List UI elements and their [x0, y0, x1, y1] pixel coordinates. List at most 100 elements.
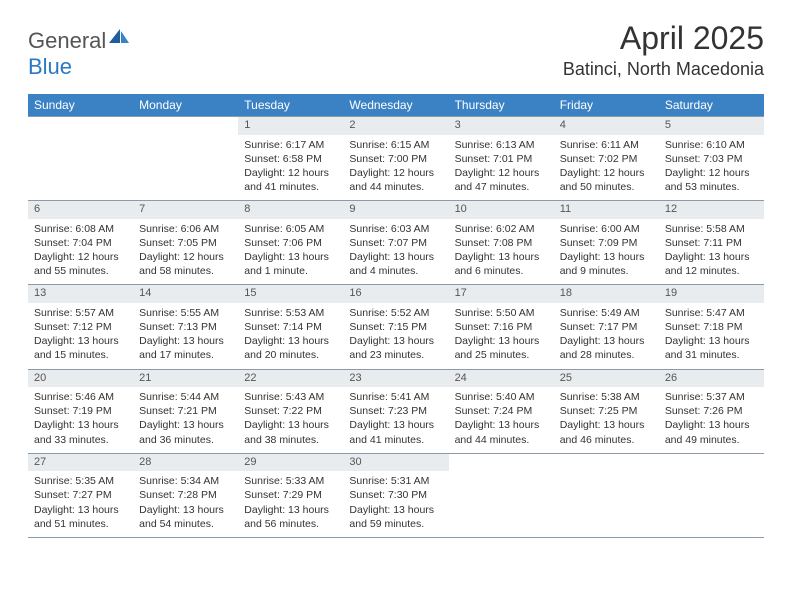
- day-info-cell: Sunrise: 6:10 AMSunset: 7:03 PMDaylight:…: [659, 135, 764, 201]
- daylight-line: Daylight: 13 hours and 9 minutes.: [560, 250, 653, 278]
- sunrise-line: Sunrise: 5:47 AM: [665, 306, 758, 320]
- day-info-cell: Sunrise: 5:58 AMSunset: 7:11 PMDaylight:…: [659, 219, 764, 285]
- day-number-cell: 21: [133, 369, 238, 387]
- day-info-cell: Sunrise: 5:37 AMSunset: 7:26 PMDaylight:…: [659, 387, 764, 453]
- weekday-header: Saturday: [659, 94, 764, 117]
- day-info-cell: Sunrise: 5:55 AMSunset: 7:13 PMDaylight:…: [133, 303, 238, 369]
- sunset-line: Sunset: 7:08 PM: [455, 236, 548, 250]
- day-info-cell: Sunrise: 6:08 AMSunset: 7:04 PMDaylight:…: [28, 219, 133, 285]
- sunrise-line: Sunrise: 6:00 AM: [560, 222, 653, 236]
- day-info-cell: Sunrise: 6:15 AMSunset: 7:00 PMDaylight:…: [343, 135, 448, 201]
- sunrise-line: Sunrise: 5:50 AM: [455, 306, 548, 320]
- daylight-line: Daylight: 13 hours and 54 minutes.: [139, 503, 232, 531]
- sunset-line: Sunset: 7:21 PM: [139, 404, 232, 418]
- sunset-line: Sunset: 7:01 PM: [455, 152, 548, 166]
- info-row: Sunrise: 5:46 AMSunset: 7:19 PMDaylight:…: [28, 387, 764, 453]
- daylight-line: Daylight: 13 hours and 38 minutes.: [244, 418, 337, 446]
- day-info-cell: Sunrise: 5:35 AMSunset: 7:27 PMDaylight:…: [28, 471, 133, 537]
- daynum-row: 27282930: [28, 453, 764, 471]
- day-number-cell: [133, 117, 238, 135]
- day-number-cell: [28, 117, 133, 135]
- day-number-cell: 4: [554, 117, 659, 135]
- day-number-cell: 20: [28, 369, 133, 387]
- day-number-cell: 2: [343, 117, 448, 135]
- sunset-line: Sunset: 7:04 PM: [34, 236, 127, 250]
- day-number-cell: 22: [238, 369, 343, 387]
- daylight-line: Daylight: 13 hours and 51 minutes.: [34, 503, 127, 531]
- day-number-cell: 19: [659, 285, 764, 303]
- daynum-row: 20212223242526: [28, 369, 764, 387]
- daylight-line: Daylight: 13 hours and 23 minutes.: [349, 334, 442, 362]
- day-info-cell: Sunrise: 5:40 AMSunset: 7:24 PMDaylight:…: [449, 387, 554, 453]
- sunrise-line: Sunrise: 5:46 AM: [34, 390, 127, 404]
- sunrise-line: Sunrise: 5:41 AM: [349, 390, 442, 404]
- day-info-cell: [659, 471, 764, 537]
- sunrise-line: Sunrise: 6:05 AM: [244, 222, 337, 236]
- day-number-cell: [554, 453, 659, 471]
- sunset-line: Sunset: 7:07 PM: [349, 236, 442, 250]
- day-info-cell: [28, 135, 133, 201]
- info-row: Sunrise: 6:08 AMSunset: 7:04 PMDaylight:…: [28, 219, 764, 285]
- daylight-line: Daylight: 12 hours and 50 minutes.: [560, 166, 653, 194]
- daylight-line: Daylight: 13 hours and 33 minutes.: [34, 418, 127, 446]
- daylight-line: Daylight: 13 hours and 15 minutes.: [34, 334, 127, 362]
- sunrise-line: Sunrise: 5:44 AM: [139, 390, 232, 404]
- sunrise-line: Sunrise: 5:40 AM: [455, 390, 548, 404]
- day-info-cell: Sunrise: 5:34 AMSunset: 7:28 PMDaylight:…: [133, 471, 238, 537]
- day-info-cell: Sunrise: 5:53 AMSunset: 7:14 PMDaylight:…: [238, 303, 343, 369]
- day-info-cell: Sunrise: 5:46 AMSunset: 7:19 PMDaylight:…: [28, 387, 133, 453]
- daylight-line: Daylight: 13 hours and 49 minutes.: [665, 418, 758, 446]
- day-info-cell: Sunrise: 6:03 AMSunset: 7:07 PMDaylight:…: [343, 219, 448, 285]
- title-block: April 2025 Batinci, North Macedonia: [563, 20, 764, 80]
- day-info-cell: Sunrise: 5:38 AMSunset: 7:25 PMDaylight:…: [554, 387, 659, 453]
- day-info-cell: Sunrise: 6:11 AMSunset: 7:02 PMDaylight:…: [554, 135, 659, 201]
- day-number-cell: 17: [449, 285, 554, 303]
- day-info-cell: Sunrise: 6:06 AMSunset: 7:05 PMDaylight:…: [133, 219, 238, 285]
- sunset-line: Sunset: 7:23 PM: [349, 404, 442, 418]
- logo-sail-icon: [108, 26, 130, 51]
- day-number-cell: 25: [554, 369, 659, 387]
- day-number-cell: [449, 453, 554, 471]
- day-info-cell: [449, 471, 554, 537]
- weekday-header: Sunday: [28, 94, 133, 117]
- sunset-line: Sunset: 7:14 PM: [244, 320, 337, 334]
- day-info-cell: Sunrise: 6:00 AMSunset: 7:09 PMDaylight:…: [554, 219, 659, 285]
- sunrise-line: Sunrise: 5:37 AM: [665, 390, 758, 404]
- sunset-line: Sunset: 7:19 PM: [34, 404, 127, 418]
- daynum-row: 13141516171819: [28, 285, 764, 303]
- sunrise-line: Sunrise: 6:17 AM: [244, 138, 337, 152]
- sunset-line: Sunset: 7:29 PM: [244, 488, 337, 502]
- sunset-line: Sunset: 7:24 PM: [455, 404, 548, 418]
- sunset-line: Sunset: 7:05 PM: [139, 236, 232, 250]
- location-text: Batinci, North Macedonia: [563, 59, 764, 80]
- day-info-cell: Sunrise: 6:17 AMSunset: 6:58 PMDaylight:…: [238, 135, 343, 201]
- day-number-cell: 28: [133, 453, 238, 471]
- weekday-header: Tuesday: [238, 94, 343, 117]
- sunrise-line: Sunrise: 5:49 AM: [560, 306, 653, 320]
- daylight-line: Daylight: 13 hours and 41 minutes.: [349, 418, 442, 446]
- sunset-line: Sunset: 7:22 PM: [244, 404, 337, 418]
- day-info-cell: [133, 135, 238, 201]
- sunrise-line: Sunrise: 5:57 AM: [34, 306, 127, 320]
- sunset-line: Sunset: 7:12 PM: [34, 320, 127, 334]
- day-number-cell: 24: [449, 369, 554, 387]
- daylight-line: Daylight: 12 hours and 41 minutes.: [244, 166, 337, 194]
- day-number-cell: 18: [554, 285, 659, 303]
- daylight-line: Daylight: 13 hours and 59 minutes.: [349, 503, 442, 531]
- day-info-cell: Sunrise: 6:05 AMSunset: 7:06 PMDaylight:…: [238, 219, 343, 285]
- sunset-line: Sunset: 7:18 PM: [665, 320, 758, 334]
- day-number-cell: [659, 453, 764, 471]
- day-number-cell: 11: [554, 201, 659, 219]
- day-number-cell: 3: [449, 117, 554, 135]
- day-info-cell: Sunrise: 5:57 AMSunset: 7:12 PMDaylight:…: [28, 303, 133, 369]
- day-number-cell: 10: [449, 201, 554, 219]
- sunrise-line: Sunrise: 5:55 AM: [139, 306, 232, 320]
- daylight-line: Daylight: 13 hours and 31 minutes.: [665, 334, 758, 362]
- daylight-line: Daylight: 13 hours and 12 minutes.: [665, 250, 758, 278]
- weekday-header-row: Sunday Monday Tuesday Wednesday Thursday…: [28, 94, 764, 117]
- weekday-header: Thursday: [449, 94, 554, 117]
- day-info-cell: Sunrise: 5:52 AMSunset: 7:15 PMDaylight:…: [343, 303, 448, 369]
- day-number-cell: 7: [133, 201, 238, 219]
- daylight-line: Daylight: 13 hours and 17 minutes.: [139, 334, 232, 362]
- page-title: April 2025: [563, 20, 764, 57]
